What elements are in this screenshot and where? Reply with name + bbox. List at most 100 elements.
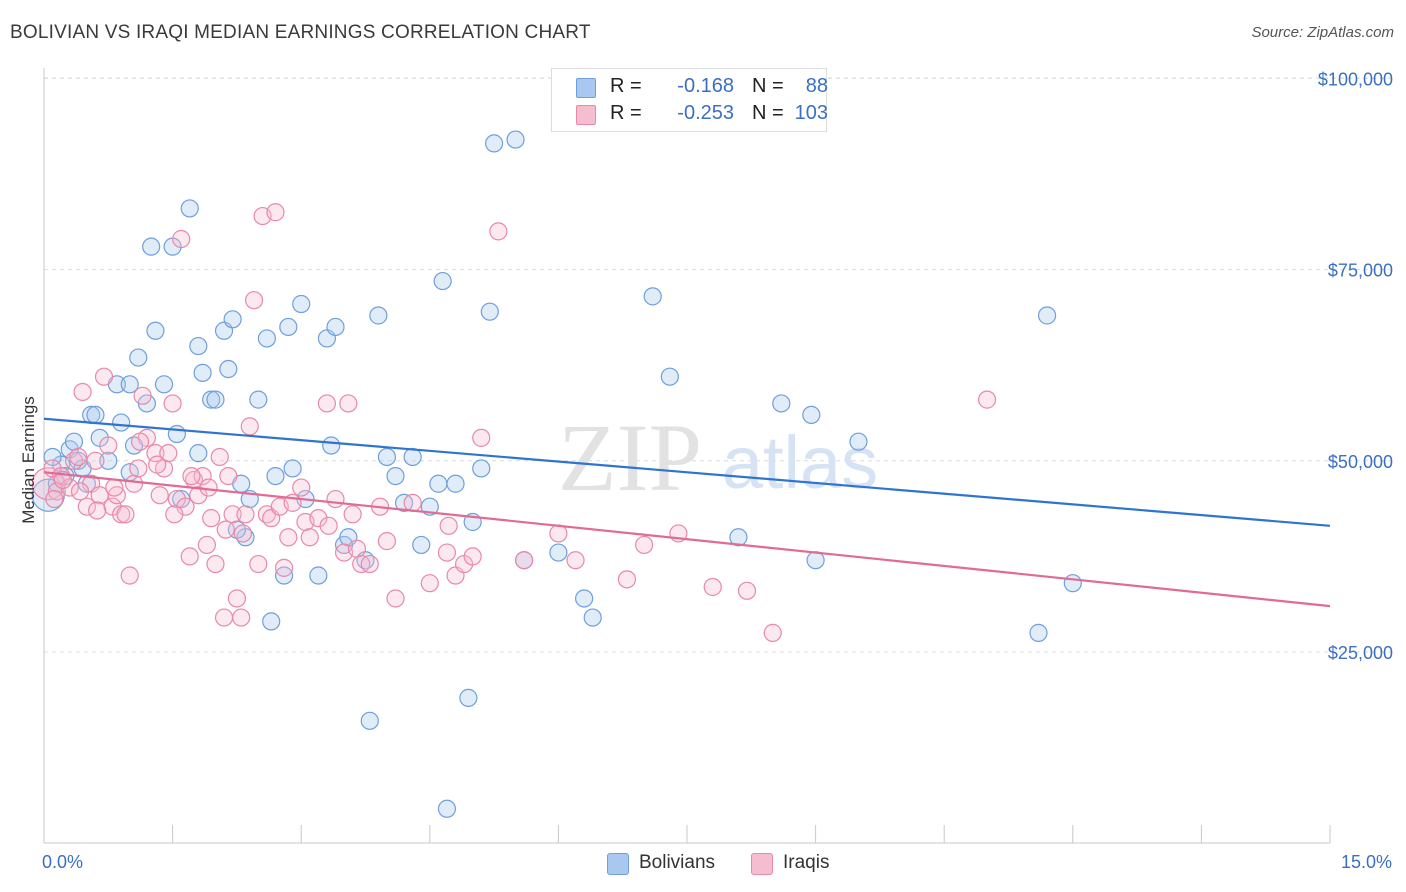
iraqis-point [216, 520, 235, 539]
iraqis-point [326, 489, 345, 509]
iraqis-point [172, 229, 191, 249]
iraqis-point [420, 574, 439, 593]
iraqis-point [223, 505, 242, 524]
y-tick-label: $100,000 [1318, 69, 1393, 89]
iraqis-point [77, 497, 96, 516]
iraqis-point [163, 394, 182, 413]
y-tick-label: $50,000 [1328, 452, 1393, 472]
iraqis-point [105, 478, 124, 497]
bolivians-point [1063, 574, 1082, 593]
bolivians-point [459, 688, 478, 707]
iraqis-point [439, 516, 458, 535]
bolivians-point [64, 432, 84, 451]
bolivians-point [643, 287, 662, 306]
iraqis-point [977, 390, 997, 409]
bolivians-point [206, 390, 225, 409]
bolivians-point [189, 336, 208, 356]
iraqis-point [403, 493, 422, 512]
source-label: Source: ZipAtlas.com [1251, 24, 1394, 41]
bolivians-point [377, 447, 397, 467]
iraqis-point [99, 436, 118, 455]
bolivians-point [257, 329, 277, 348]
iraqis-point [70, 482, 90, 501]
iraqis-point [227, 589, 246, 608]
bolivians-point [146, 321, 165, 340]
legend-n-label: N = [752, 102, 784, 124]
watermark-zip: ZIP [558, 404, 702, 511]
iraqis-point [88, 501, 107, 520]
iraqis-point [180, 547, 199, 566]
bolivians-point [472, 459, 491, 478]
iraqis-point [165, 505, 184, 524]
bolivians-point [180, 199, 199, 218]
bolivians-point [506, 130, 525, 149]
iraqis-point [347, 539, 367, 558]
bolivians-point [802, 405, 821, 425]
iraqis-point [292, 478, 311, 497]
iraqis-point [120, 566, 139, 585]
bolivians-point [322, 436, 341, 455]
bolivians-point [583, 608, 602, 627]
correlation-legend: R = -0.168 N = 88 R = -0.253 N = 103 [551, 68, 828, 132]
bolivians-point [193, 363, 212, 382]
iraqis-point [116, 505, 135, 524]
iraqis-point [360, 554, 379, 574]
bolivians-point [283, 459, 302, 478]
iraqis-point [236, 505, 255, 524]
bolivians-point [262, 612, 281, 631]
bolivians-point [326, 317, 345, 337]
iraqis-point [182, 466, 201, 486]
iraqis-point [45, 489, 64, 509]
y-tick-labels: $25,000 $50,000 $75,000 $100,000 [1318, 69, 1393, 663]
bolivians-point [485, 134, 504, 153]
iraqis-point [343, 505, 362, 524]
iraqis-point [214, 608, 234, 627]
bolivians-point [99, 451, 118, 470]
bolivians-point [77, 474, 96, 493]
iraqis-point [189, 486, 208, 505]
trend-lines [43, 417, 1331, 608]
bolivians-point [202, 390, 221, 409]
bolivians-point [219, 359, 238, 379]
bolivians-point [369, 306, 388, 325]
iraqis-point [319, 516, 338, 535]
iraqis-point [233, 524, 253, 543]
y-axis-title: Median Earnings [19, 396, 38, 524]
iraqis-point [463, 547, 482, 566]
iraqis-point [232, 608, 251, 627]
iraqis-point [202, 509, 221, 528]
iraqis-point [69, 447, 88, 467]
iraqis-point [763, 623, 782, 642]
legend-swatch-iraqis [576, 105, 596, 125]
bolivians-point [729, 528, 748, 547]
iraqis-point [489, 222, 508, 241]
iraqis-point [219, 466, 238, 486]
bolivians-point [309, 566, 328, 585]
iraqis-points [31, 203, 997, 642]
bolivians-point [549, 543, 568, 562]
iraqis-point [703, 577, 722, 597]
legend-r-value: -0.168 [677, 75, 734, 97]
iraqis-point [150, 486, 169, 505]
bolivians-point [154, 375, 174, 394]
iraqis-point [159, 444, 178, 463]
iraqis-point [60, 478, 79, 497]
iraqis-point [274, 558, 294, 577]
y-tick-label: $75,000 [1328, 261, 1393, 281]
bolivians-point [437, 799, 457, 818]
iraqis-point [244, 291, 264, 310]
bolivians-point [129, 348, 148, 367]
bolivians-point [266, 466, 285, 486]
bolivians-point [772, 394, 791, 413]
iraqis-point [112, 505, 131, 524]
bolivians-point [386, 466, 405, 486]
bolivians-point [360, 711, 379, 730]
bolivians-point [412, 535, 431, 555]
bolivians-point [1029, 623, 1048, 642]
iraqis-point [279, 528, 298, 547]
iraqis-point [309, 509, 328, 528]
iraqis-point [386, 589, 405, 608]
watermark-atlas: atlas [722, 421, 878, 504]
iraqis-point [124, 474, 144, 493]
